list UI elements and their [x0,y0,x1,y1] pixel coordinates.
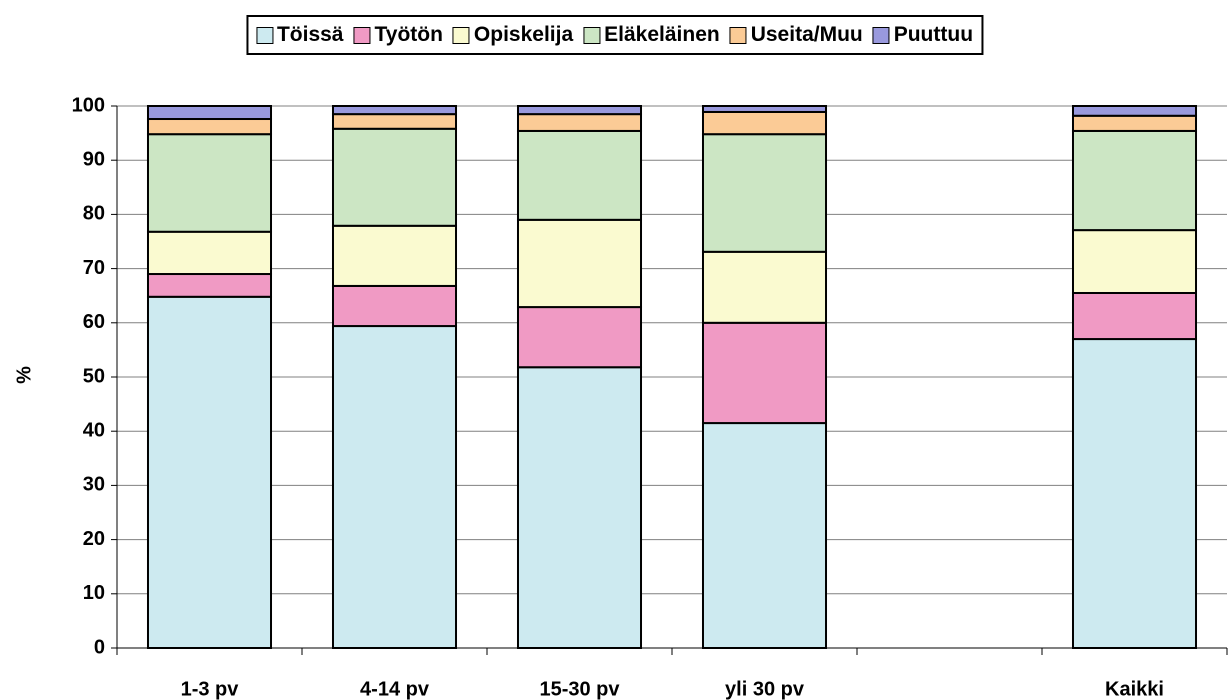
bar-segment [146,118,273,136]
bar-segment [331,325,458,649]
bar-segment [331,113,458,130]
legend-label: Puuttuu [893,23,974,46]
legend-label: Opiskelija [473,23,574,46]
x-tick-label: Kaikki [1105,678,1164,700]
bar-segment [701,422,828,649]
bar-segment [1071,105,1198,117]
bar-segment [1071,291,1198,341]
bar-segment [331,224,458,287]
bar-segment [516,129,643,221]
x-tick-label: 4-14 pv [360,678,430,700]
bar-segment [516,105,643,116]
legend-swatch [452,26,470,44]
legend-swatch [729,26,747,44]
legend-swatch [872,26,890,44]
y-tick-label: 50 [83,365,105,387]
legend-swatch [255,26,273,44]
bar-segment [516,306,643,369]
bar-segment [146,230,273,276]
x-tick-label: 1-3 pv [181,678,240,700]
bar-segment [1071,114,1198,132]
x-tick-label: 15-30 pv [539,678,620,700]
bar-segment [516,366,643,649]
y-tick-label: 40 [83,419,105,441]
legend-item: Työtön [353,23,443,47]
y-tick-label: 70 [83,257,105,279]
legend-swatch [583,26,601,44]
bar-segment [331,105,458,116]
y-tick-label: 80 [83,203,105,225]
bar-segment [146,295,273,649]
legend-label: Eläkeläinen [604,23,720,46]
legend-item: Puuttuu [872,23,974,47]
bar-segment [1071,338,1198,649]
legend-label: Työtön [374,23,443,46]
bar-segment [701,250,828,324]
bar-segment [146,273,273,298]
legend-item: Useita/Muu [729,23,863,47]
bar-segment [701,133,828,253]
y-tick-label: 30 [83,474,105,496]
y-tick-label: 20 [83,528,105,550]
legend-label: Useita/Muu [750,23,863,46]
legend: Töissä Työtön Opiskelija Eläkeläinen Useita/… [245,15,984,55]
bar-segment [701,110,828,136]
bar-segment [516,113,643,132]
bar-segment [1071,129,1198,232]
legend-item: Eläkeläinen [583,23,720,47]
y-axis-label: % [13,366,35,384]
bar-segment [701,321,828,425]
bar-segment [331,284,458,328]
legend-swatch [353,26,371,44]
y-tick-label: 100 [72,94,105,116]
bar-segment [701,105,828,113]
bar-segment [146,133,273,233]
legend-label: Töissä [276,23,344,46]
bar-segment [1071,229,1198,294]
legend-item: Opiskelija [452,23,574,47]
y-tick-label: 60 [83,311,105,333]
bar-segment [331,127,458,227]
y-tick-label: 90 [83,148,105,170]
legend-item: Töissä [255,23,344,47]
y-tick-label: 0 [94,636,105,658]
bar-segment [516,218,643,309]
bar-segment [146,105,273,121]
y-tick-label: 10 [83,582,105,604]
x-tick-label: yli 30 pv [725,678,805,700]
